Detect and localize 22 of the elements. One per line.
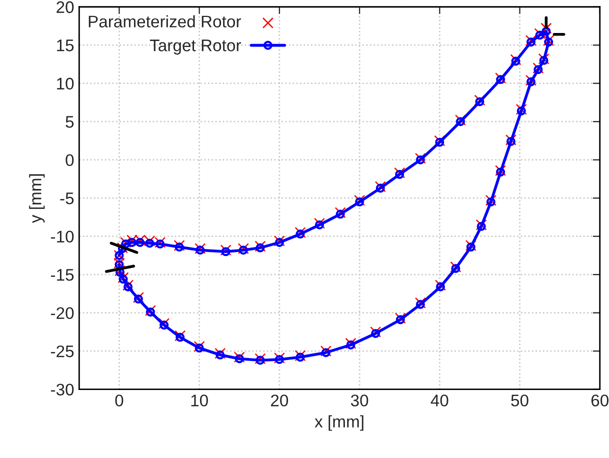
x-tick-label: 10 — [191, 394, 208, 406]
x-tick-label: 20 — [271, 394, 288, 406]
legend-label: Parameterized Rotor — [88, 15, 241, 28]
y-tick-label: -20 — [50, 307, 74, 320]
y-tick-label: 15 — [57, 40, 74, 52]
y-tick-label: 20 — [56, 1, 74, 14]
y-tick-label: -5 — [60, 192, 74, 204]
x-tick-label: 40 — [430, 394, 448, 406]
y-tick-label: 0 — [66, 154, 74, 166]
y-tick-label: -15 — [50, 269, 74, 281]
x-tick-label: 0 — [115, 394, 124, 406]
y-tick-label: -10 — [50, 230, 74, 243]
legend-label: Target Rotor — [150, 40, 241, 55]
x-tick-label: 30 — [350, 394, 368, 406]
y-axis-title: y [mm] — [29, 174, 45, 224]
y-tick-label: 5 — [66, 116, 74, 128]
y-tick-label: 10 — [57, 78, 74, 90]
y-tick-label: -30 — [50, 384, 74, 396]
x-axis-title: x [mm] — [314, 415, 364, 431]
y-tick-label: -25 — [50, 345, 74, 358]
x-tick-label: 50 — [511, 394, 528, 406]
x-tick-label: 60 — [591, 394, 608, 406]
